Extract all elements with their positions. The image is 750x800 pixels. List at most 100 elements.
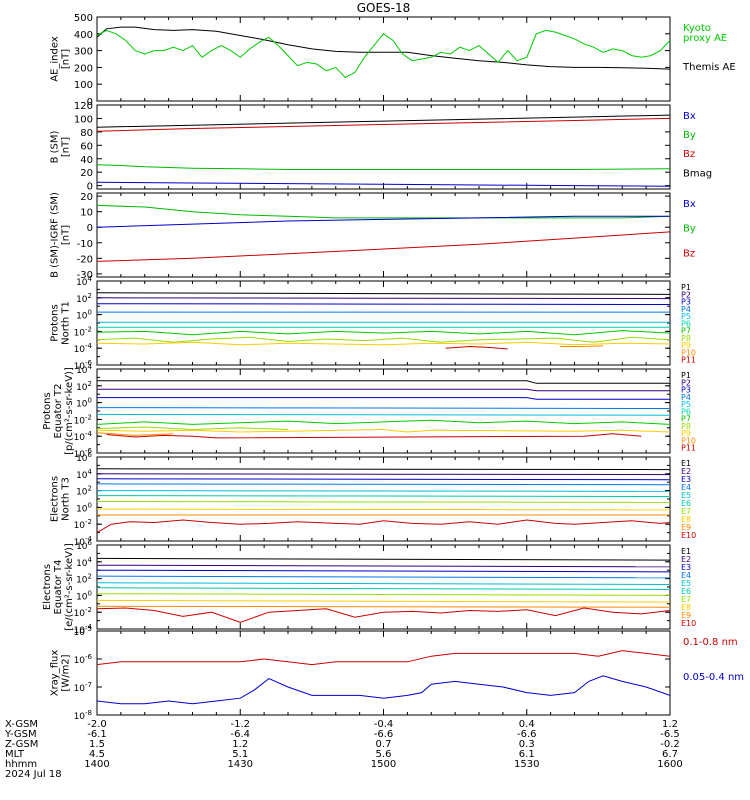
series-line-bz <box>97 231 670 262</box>
x-row-value: 5.1 <box>232 749 248 760</box>
series-line-p8 <box>97 428 670 433</box>
y-axis-label: [p/(cm²-s-sr-keV)] <box>64 367 75 455</box>
legend-entry: 0.1-0.8 nm <box>683 637 738 648</box>
y-tick-base: 10 <box>76 278 88 288</box>
x-row-value: -0.4 <box>374 719 394 730</box>
x-row-value: -0.2 <box>660 739 680 750</box>
y-tick-label: -30 <box>77 270 93 281</box>
x-row-value: 1400 <box>84 759 109 770</box>
y-axis-label: AE_index <box>50 36 61 82</box>
x-row-label: MLT <box>5 749 25 760</box>
legend-entry: Bmag <box>683 168 712 179</box>
series-group <box>97 557 670 623</box>
panel-bigrf: -30 -20 -10 0 10 20 B (SM)-IGRF (SM) [nT] Bx By Bz <box>50 192 696 281</box>
series-line-e4 <box>97 483 670 486</box>
series-line-kyoto-proxy-ae <box>97 29 670 79</box>
series-line-e8 <box>97 508 670 511</box>
x-row-value: 1.5 <box>89 739 105 750</box>
y-tick-base: 10 <box>76 400 88 410</box>
x-row-value: -2.0 <box>87 719 107 730</box>
y-tick-label: 300 <box>74 47 93 58</box>
legend-entry: E10 <box>681 531 696 540</box>
legend-entry: E4 <box>681 483 691 492</box>
series-line-e8 <box>97 599 670 603</box>
y-tick-label: 0 <box>87 223 93 234</box>
series-line-by <box>97 204 670 219</box>
x-row-value: 6.1 <box>519 749 535 760</box>
y-tick-base: 10 <box>76 312 88 322</box>
legend-entry: P10 <box>681 348 696 357</box>
x-row-label: Z-GSM <box>5 739 38 750</box>
y-tick-exponent: 0 <box>88 589 92 597</box>
y-axis-label: Electrons <box>50 476 61 522</box>
x-row-value: 1430 <box>228 759 253 770</box>
series-group <box>97 26 670 79</box>
y-axis-label: North T3 <box>61 477 72 521</box>
x-row-value: 1.2 <box>232 739 248 750</box>
series-group <box>97 114 670 187</box>
y-tick-label: 20 <box>80 168 93 179</box>
legend-entry: 0.05-0.4 nm <box>683 672 744 683</box>
series-line-e5 <box>97 490 670 492</box>
legend-entry: P11 <box>681 444 696 453</box>
y-tick-label: 200 <box>74 63 93 74</box>
legend-entry: E3 <box>681 475 691 484</box>
legend-entry: Themis AE <box>682 62 736 73</box>
series-group <box>97 204 670 262</box>
x-row-label: X-GSM <box>5 719 38 730</box>
series-line-p3 <box>97 397 670 400</box>
y-tick-exponent: 0 <box>88 309 92 317</box>
y-tick-label: -20 <box>77 254 93 265</box>
panel-frame <box>96 192 671 278</box>
y-tick-label: 10 <box>80 208 93 219</box>
x-row-label: hhmm <box>5 759 37 770</box>
legend-entry: P8 <box>681 422 691 431</box>
y-axis-label: Electrons <box>42 564 53 610</box>
y-tick-exponent: 2 <box>88 485 92 493</box>
series-line-p1 <box>97 380 670 384</box>
series-line-bmag <box>97 114 670 128</box>
y-tick-label: 100 <box>76 397 92 410</box>
y-tick-label: 120 <box>74 101 93 112</box>
series-line-bz <box>97 117 670 132</box>
y-tick-exponent: 4 <box>88 275 93 283</box>
legend-entry: E6 <box>681 499 691 508</box>
legend-entry: E1 <box>681 547 691 556</box>
legend-entry: Bx <box>683 199 696 210</box>
y-tick-base: 10 <box>74 628 86 638</box>
legend-entry: P3 <box>681 298 691 307</box>
y-tick-base: 10 <box>76 542 88 552</box>
y-tick-label: 100 <box>76 589 92 602</box>
y-tick-base: 10 <box>76 366 88 376</box>
y-tick-base: 10 <box>76 383 88 393</box>
legend-entry: P4 <box>681 305 691 314</box>
y-tick-exponent: -2 <box>85 518 92 526</box>
series-group <box>97 468 670 534</box>
legend-entry: P2 <box>681 378 691 387</box>
legend-entry: E2 <box>681 555 691 564</box>
legend-entry: E6 <box>681 587 691 596</box>
legend-entry: E7 <box>681 595 691 604</box>
y-tick-label: 106 <box>76 539 92 552</box>
legend-entry: P8 <box>681 334 691 343</box>
panel-frame <box>96 104 671 190</box>
y-tick-exponent: 0 <box>88 397 92 405</box>
y-tick-base: 10 <box>76 471 88 481</box>
y-tick-exponent: -2 <box>85 413 92 421</box>
y-tick-exponent: -2 <box>85 606 92 614</box>
series-line-e1 <box>97 468 670 471</box>
series-line-p1 <box>97 292 670 295</box>
y-axis-label: Equator T4 <box>53 560 64 615</box>
y-tick-label: 10-4 <box>74 342 93 355</box>
x-row-value: 1500 <box>371 759 396 770</box>
legend-entry: P4 <box>681 393 691 402</box>
series-line-0-1-0-8-nm <box>97 650 670 666</box>
series-line-p3 <box>97 303 670 305</box>
series-line-e7 <box>97 593 670 596</box>
series-line-p10 <box>106 433 642 439</box>
series-line-p2 <box>97 297 670 300</box>
